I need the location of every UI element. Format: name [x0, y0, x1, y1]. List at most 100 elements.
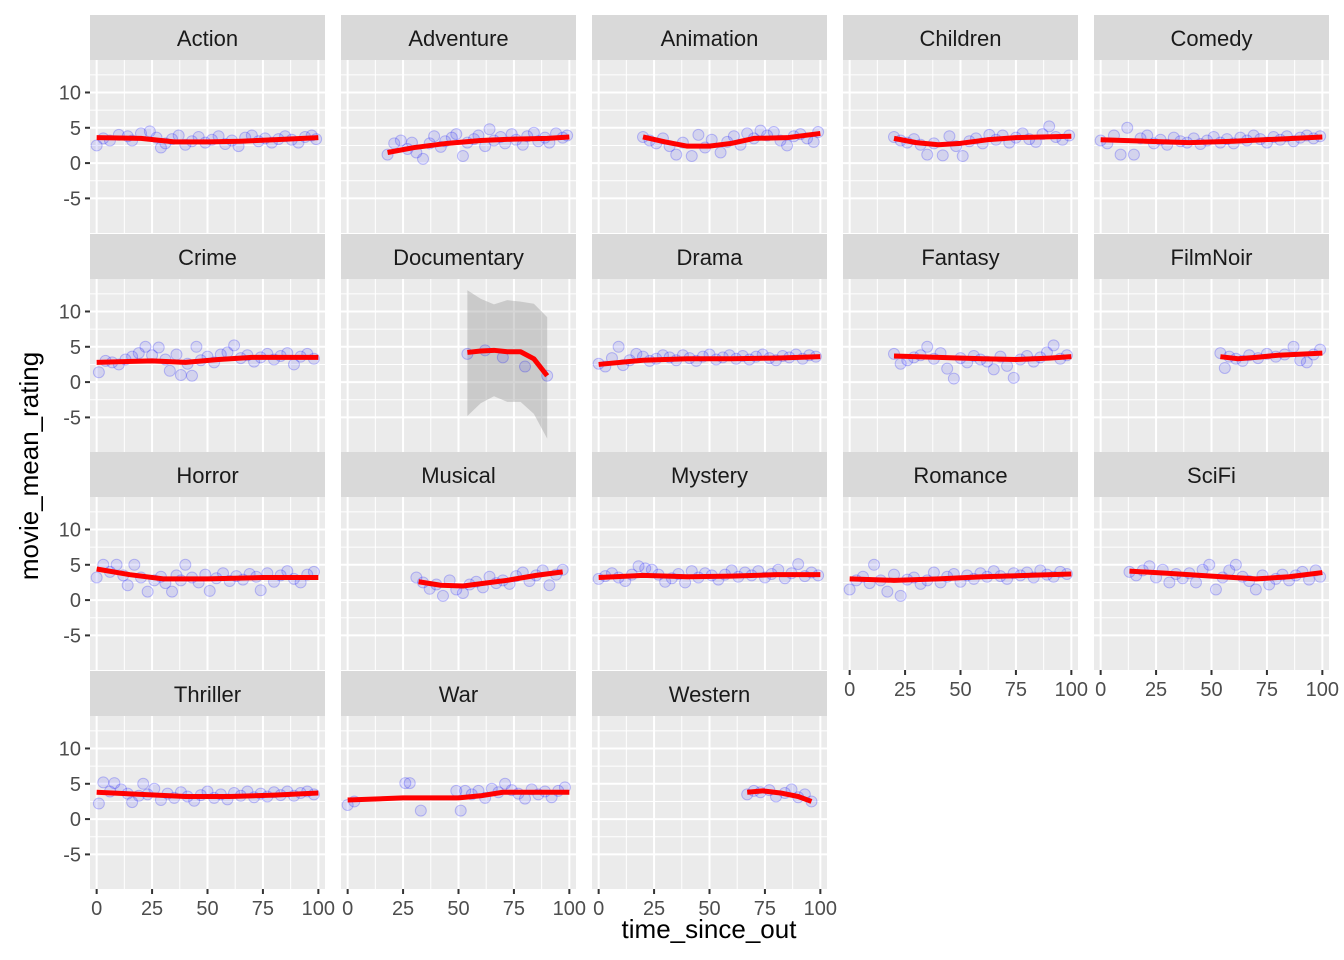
- data-point: [499, 777, 512, 790]
- facet-panel-scifi: SciFi: [1094, 452, 1329, 670]
- facet-panel-fantasy: Fantasy: [843, 234, 1078, 452]
- gridlines: [341, 497, 576, 670]
- smooth-line: [96, 135, 319, 145]
- y-tick-label: 0: [70, 590, 81, 612]
- y-tick-label: -5: [63, 188, 81, 210]
- gridlines: [90, 60, 325, 233]
- smooth-line: [1100, 134, 1323, 146]
- data-point: [1043, 120, 1056, 133]
- data-point: [956, 150, 969, 163]
- data-point: [428, 130, 441, 143]
- data-point: [1007, 371, 1020, 384]
- gridlines: [90, 497, 325, 670]
- y-tick-label: -5: [63, 844, 81, 866]
- x-axis: 0 25 50 75 100: [342, 889, 586, 920]
- facet-strip-label: Fantasy: [921, 245, 999, 270]
- smooth-line: [96, 354, 319, 365]
- facet-panel-comedy: Comedy: [1094, 15, 1329, 233]
- data-point: [132, 347, 145, 360]
- data-point: [163, 364, 176, 377]
- data-point: [121, 579, 134, 592]
- y-tick-label: 0: [70, 809, 81, 831]
- data-point: [1001, 359, 1014, 372]
- data-point: [399, 777, 412, 790]
- x-axis: 0 25 50 75 100: [844, 670, 1088, 701]
- facet-panel-action: Action: [90, 15, 325, 233]
- data-point: [436, 589, 449, 602]
- data-point: [612, 340, 625, 353]
- data-point: [254, 584, 267, 597]
- facet-panel-musical: Musical: [341, 452, 576, 670]
- points: [636, 124, 825, 163]
- data-point: [1287, 340, 1300, 353]
- facet-strip: [90, 452, 325, 497]
- facet-panel-animation: Animation: [592, 15, 827, 233]
- gridlines: [341, 716, 576, 889]
- x-tick-label: 100: [302, 898, 335, 920]
- data-point: [670, 148, 683, 161]
- gridlines: [843, 279, 1078, 452]
- y-tick-label: -5: [63, 407, 81, 429]
- data-point: [921, 148, 934, 161]
- gridlines: [592, 279, 827, 452]
- data-point: [174, 369, 187, 382]
- facet-panel-documentary: Documentary: [341, 234, 576, 452]
- data-point: [1209, 583, 1222, 596]
- points: [410, 563, 569, 602]
- data-point: [941, 362, 954, 375]
- data-point: [456, 150, 469, 163]
- x-tick-label: 0: [1095, 679, 1106, 701]
- smooth-line: [598, 354, 821, 367]
- data-point: [92, 797, 105, 810]
- x-tick-label: 100: [1306, 679, 1339, 701]
- gridlines: [1094, 497, 1329, 670]
- facet-strip-label: Children: [920, 26, 1002, 51]
- facet-strip-label: Western: [669, 682, 751, 707]
- facet-strip-label: FilmNoir: [1171, 245, 1253, 270]
- data-point: [394, 134, 407, 147]
- data-point: [190, 340, 203, 353]
- y-axis: -5 0 5 10: [59, 82, 90, 210]
- data-point: [843, 583, 856, 596]
- x-axis-title: time_since_out: [622, 914, 798, 944]
- data-point: [1203, 558, 1216, 571]
- data-point: [450, 128, 463, 141]
- x-tick-label: 0: [342, 898, 353, 920]
- data-point: [110, 558, 123, 571]
- gridlines: [592, 60, 827, 233]
- x-tick-label: 75: [754, 898, 776, 920]
- facet-panel-drama: Drama: [592, 234, 827, 452]
- y-axis: -5 0 5 10: [59, 738, 90, 866]
- data-point: [692, 128, 705, 141]
- facet-strip-label: Animation: [661, 26, 759, 51]
- y-axis-title: movie_mean_rating: [14, 352, 44, 580]
- facet-strip-label: Drama: [676, 245, 743, 270]
- data-point: [141, 585, 154, 598]
- data-point: [203, 584, 216, 597]
- facet-panel-war: War: [341, 671, 576, 889]
- facet-strip: [843, 15, 1078, 60]
- data-point: [1047, 339, 1060, 352]
- data-point: [228, 339, 241, 352]
- facet-strip-label: Adventure: [408, 26, 508, 51]
- facet-strip: [341, 15, 576, 60]
- facet-strip: [1094, 234, 1329, 279]
- y-tick-label: 5: [70, 555, 81, 577]
- smooth-line: [893, 133, 1072, 148]
- facet-strip: [843, 234, 1078, 279]
- facet-strip: [843, 452, 1078, 497]
- smooth-line: [96, 566, 319, 582]
- x-tick-label: 100: [1055, 679, 1088, 701]
- data-point: [881, 585, 894, 598]
- facet-strip: [1094, 452, 1329, 497]
- smooth-line: [387, 134, 570, 155]
- gridlines: [341, 60, 576, 233]
- gridlines: [592, 497, 827, 670]
- y-tick-label: 10: [59, 519, 81, 541]
- data-point: [947, 372, 960, 385]
- x-axis: 0 25 50 75 100: [91, 889, 335, 920]
- data-point: [97, 776, 110, 789]
- data-point: [90, 571, 103, 584]
- facet-panel-filmnoir: FilmNoir: [1094, 234, 1329, 452]
